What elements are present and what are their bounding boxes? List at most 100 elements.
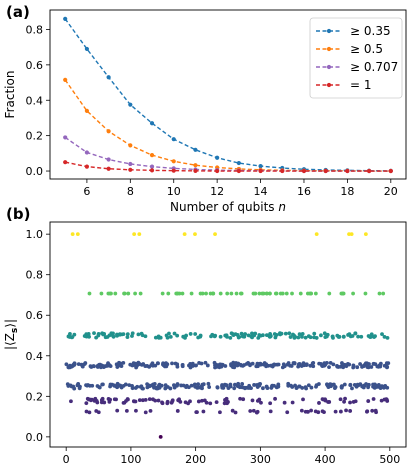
x-tick-label: 10 <box>167 185 181 198</box>
series-point <box>193 163 198 168</box>
legend-label-1: ≥ 0.5 <box>350 42 383 56</box>
scatter-point-level-2 <box>319 333 323 338</box>
scatter-point-level-3 <box>378 364 383 369</box>
scatter-point-level-2 <box>243 332 248 336</box>
scatter-point-level-3 <box>64 362 69 367</box>
scatter-point-level-3 <box>205 363 210 368</box>
series-point <box>345 168 350 174</box>
scatter-point-level-3 <box>190 361 195 366</box>
scatter-point-level-2 <box>101 332 106 337</box>
scatter-point-level-7 <box>158 434 163 439</box>
scatter-point-level-3 <box>99 365 103 370</box>
scatter-point-level-3 <box>288 363 293 368</box>
scatter-point-level-5 <box>93 396 98 401</box>
scatter-point-level-0 <box>75 232 80 237</box>
scatter-point-level-1 <box>257 291 262 296</box>
scatter-point-level-2 <box>359 334 364 339</box>
scatter-point-level-3 <box>276 362 281 367</box>
scatter-point-level-4 <box>304 386 309 391</box>
scatter-point-level-2 <box>288 335 293 339</box>
scatter-point-level-6 <box>254 410 259 415</box>
y-tick-label: 0.6 <box>26 59 44 72</box>
scatter-point-level-4 <box>232 386 237 391</box>
scatter-point-level-5 <box>137 398 142 403</box>
scatter-point-level-1 <box>327 291 332 296</box>
x-tick-label: 12 <box>210 185 224 198</box>
series-point <box>171 168 176 173</box>
scatter-point-level-1 <box>284 291 289 296</box>
scatter-point-level-5 <box>208 401 213 406</box>
scatter-point-level-6 <box>194 410 199 415</box>
scatter-point-level-6 <box>322 410 326 415</box>
scatter-point-level-2 <box>297 332 302 337</box>
scatter-point-level-5 <box>268 401 273 406</box>
scatter-point-level-6 <box>233 410 238 415</box>
legend-label-3: = 1 <box>350 78 372 92</box>
scatter-point-level-3 <box>238 362 243 367</box>
scatter-point-level-0 <box>132 232 137 237</box>
series-point <box>63 135 68 140</box>
scatter-point-level-3 <box>272 362 277 367</box>
scatter-point-level-4 <box>309 385 314 390</box>
scatter-point-level-3 <box>320 364 325 369</box>
scatter-point-level-6 <box>248 409 253 413</box>
scatter-point-level-1 <box>138 291 143 296</box>
scatter-point-level-0 <box>182 232 187 237</box>
scatter-point-level-5 <box>87 397 92 402</box>
scatter-point-level-4 <box>108 382 113 387</box>
scatter-point-level-2 <box>312 335 317 340</box>
scatter-point-level-5 <box>371 397 376 401</box>
series-point <box>258 168 263 174</box>
scatter-point-level-5 <box>200 398 204 403</box>
scatter-point-level-4 <box>297 384 302 389</box>
panel-a-y-ticks: 0.0 0.2 0.4 0.6 0.8 <box>26 23 50 178</box>
scatter-point-level-3 <box>361 364 365 369</box>
legend-marker-2 <box>326 64 332 70</box>
series-point <box>106 129 111 134</box>
scatter-point-level-2 <box>196 335 201 340</box>
scatter-point-level-3 <box>317 361 322 366</box>
scatter-point-level-1 <box>341 291 346 296</box>
scatter-point-level-3 <box>150 361 155 366</box>
scatter-point-level-2 <box>115 333 119 338</box>
series-point <box>258 163 263 169</box>
scatter-point-level-6 <box>373 408 378 413</box>
scatter-point-level-4 <box>261 386 265 391</box>
y-tick-label: 0.0 <box>26 431 44 444</box>
scatter-point-level-3 <box>371 361 376 366</box>
scatter-point-level-5 <box>202 398 207 403</box>
scatter-point-level-3 <box>331 362 336 367</box>
scatter-point-level-4 <box>361 385 366 390</box>
scatter-point-level-5 <box>327 400 332 404</box>
scatter-point-level-0 <box>193 232 197 237</box>
scatter-point-level-3 <box>137 362 142 366</box>
scatter-point-level-1 <box>189 291 194 296</box>
scatter-point-level-6 <box>333 409 338 414</box>
y-tick-label: 0.4 <box>26 94 44 107</box>
legend-marker-0 <box>326 28 332 34</box>
scatter-point-level-5 <box>257 397 262 402</box>
scatter-point-level-1 <box>309 291 314 296</box>
series-point <box>388 168 393 174</box>
scatter-point-level-4 <box>221 386 226 390</box>
scatter-point-level-4 <box>317 382 321 386</box>
scatter-point-level-5 <box>177 397 182 402</box>
legend-label-0: ≥ 0.35 <box>350 24 391 38</box>
series-point <box>128 167 133 172</box>
series-point <box>215 168 220 174</box>
panel-a-y-axis-label: Fraction <box>3 71 17 119</box>
scatter-point-level-5 <box>214 400 219 404</box>
scatter-point-level-2 <box>118 332 122 337</box>
x-tick-label: 100 <box>120 453 141 466</box>
scatter-point-level-4 <box>243 386 247 391</box>
scatter-point-level-4 <box>348 382 353 387</box>
scatter-point-level-6 <box>306 409 310 414</box>
scatter-point-level-2 <box>336 335 341 339</box>
scatter-point-level-1 <box>280 291 285 296</box>
scatter-point-level-5 <box>156 398 161 403</box>
scatter-point-level-6 <box>218 410 222 415</box>
scatter-point-level-2 <box>278 332 283 337</box>
scatter-point-level-2 <box>107 333 112 338</box>
scatter-point-level-3 <box>311 360 316 365</box>
panel-b-chart: 0 100 200 300 400 500 0.0 0.2 0.4 0.6 0.8 1.0 |⟨Zs… <box>3 221 407 466</box>
